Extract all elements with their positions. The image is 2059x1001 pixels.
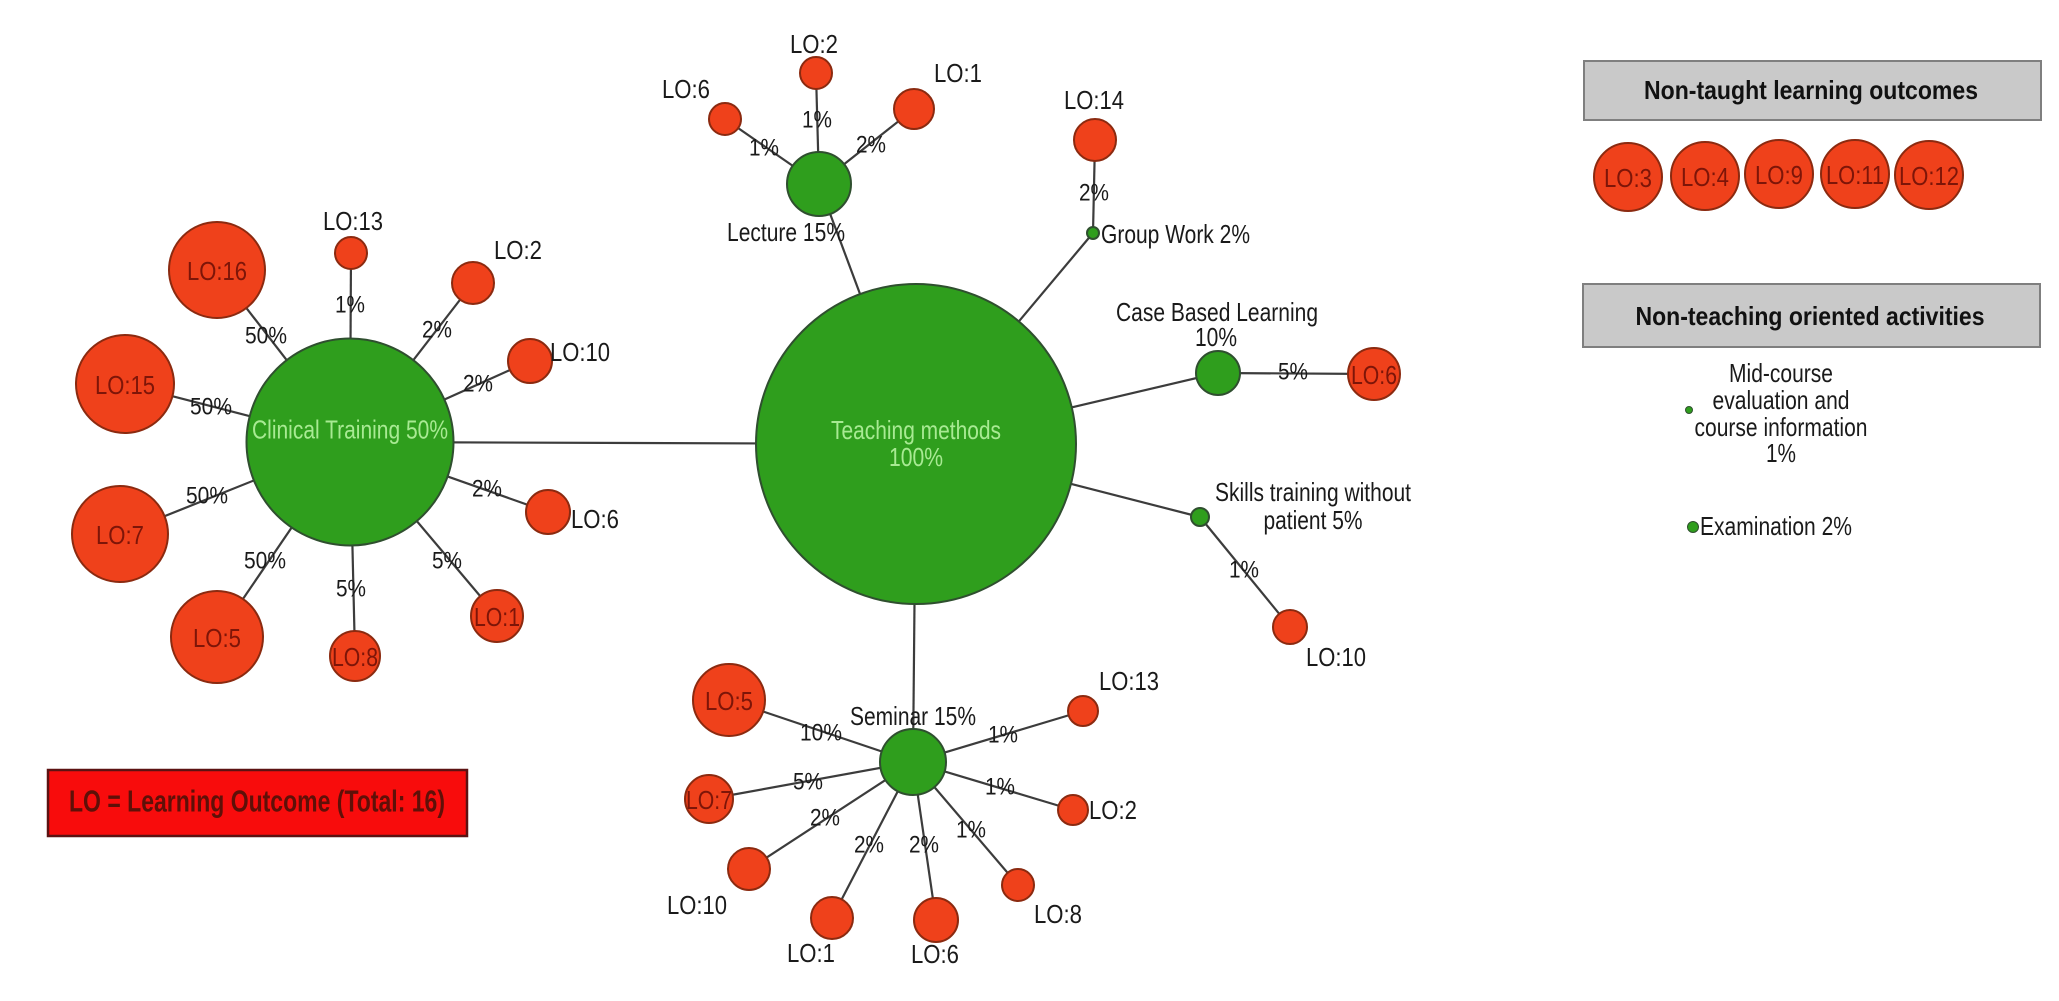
svg-text:2%: 2% [856,132,886,159]
svg-text:2%: 2% [854,832,884,859]
svg-text:LO:2: LO:2 [1089,795,1137,825]
svg-text:LO:2: LO:2 [494,235,542,265]
svg-text:LO:7: LO:7 [686,785,732,815]
svg-text:LO:13: LO:13 [323,206,383,236]
svg-text:50%: 50% [244,548,286,575]
svg-text:LO:8: LO:8 [332,642,378,672]
svg-text:LO:10: LO:10 [550,337,610,367]
svg-text:Non-teaching oriented activiti: Non-teaching oriented activities [1636,301,1985,331]
svg-text:Examination 2%: Examination 2% [1700,511,1852,541]
svg-text:5%: 5% [432,548,462,575]
svg-text:LO:7: LO:7 [96,520,144,550]
svg-text:LO:10: LO:10 [1306,642,1366,672]
svg-text:LO:5: LO:5 [705,686,753,716]
svg-text:LO:5: LO:5 [193,623,241,653]
svg-text:10%: 10% [800,720,842,747]
svg-text:50%: 50% [186,483,228,510]
svg-text:LO:6: LO:6 [662,74,710,104]
svg-text:Lecture 15%: Lecture 15% [727,217,845,247]
svg-text:LO:13: LO:13 [1099,666,1159,696]
svg-text:patient 5%: patient 5% [1264,505,1363,535]
svg-text:LO:15: LO:15 [95,370,155,400]
svg-text:LO:2: LO:2 [790,29,838,59]
svg-text:50%: 50% [245,323,287,350]
svg-text:LO:16: LO:16 [187,256,247,286]
svg-text:1%: 1% [749,135,779,162]
svg-text:LO:6: LO:6 [571,504,619,534]
svg-text:Non-taught learning outcomes: Non-taught learning outcomes [1644,75,1978,105]
svg-text:100%: 100% [889,442,943,472]
svg-text:LO:12: LO:12 [1899,161,1959,191]
svg-text:5%: 5% [1278,359,1308,386]
svg-text:1%: 1% [1229,557,1259,584]
svg-text:LO:4: LO:4 [1681,162,1729,192]
svg-text:Case Based Learning: Case Based Learning [1116,297,1318,327]
svg-text:evaluation and: evaluation and [1713,385,1850,415]
svg-text:2%: 2% [463,371,493,398]
svg-text:1%: 1% [802,107,832,134]
svg-text:1%: 1% [956,817,986,844]
svg-text:Skills training without: Skills training without [1215,477,1412,507]
svg-text:2%: 2% [422,317,452,344]
svg-text:1%: 1% [985,774,1015,801]
svg-text:LO:6: LO:6 [1351,360,1397,390]
svg-text:LO = Learning Outcome (Total:: LO = Learning Outcome (Total: 16) [69,784,445,819]
svg-text:10%: 10% [1195,322,1237,352]
svg-text:LO:11: LO:11 [1826,160,1884,190]
svg-text:1%: 1% [988,722,1018,749]
svg-text:Teaching methods: Teaching methods [831,415,1001,445]
svg-text:5%: 5% [336,576,366,603]
svg-text:2%: 2% [810,805,840,832]
svg-text:Group Work 2%: Group Work 2% [1101,219,1250,249]
svg-text:LO:14: LO:14 [1064,85,1124,115]
svg-text:course information: course information [1695,412,1868,442]
svg-text:1%: 1% [1766,438,1796,468]
svg-text:2%: 2% [909,832,939,859]
svg-text:LO:6: LO:6 [911,939,959,969]
svg-text:LO:3: LO:3 [1604,163,1652,193]
svg-text:2%: 2% [1079,180,1109,207]
svg-text:Clinical Training 50%: Clinical Training 50% [252,415,448,445]
svg-text:LO:9: LO:9 [1755,160,1803,190]
svg-text:1%: 1% [335,292,365,319]
svg-text:Seminar 15%: Seminar 15% [850,701,976,731]
svg-text:LO:1: LO:1 [787,938,835,968]
svg-text:5%: 5% [793,769,823,796]
svg-text:Mid-course: Mid-course [1729,358,1833,388]
svg-text:50%: 50% [190,394,232,421]
svg-text:LO:8: LO:8 [1034,899,1082,929]
svg-text:LO:1: LO:1 [934,58,982,88]
svg-text:LO:1: LO:1 [474,602,520,632]
svg-text:LO:10: LO:10 [667,890,727,920]
svg-text:2%: 2% [472,476,502,503]
